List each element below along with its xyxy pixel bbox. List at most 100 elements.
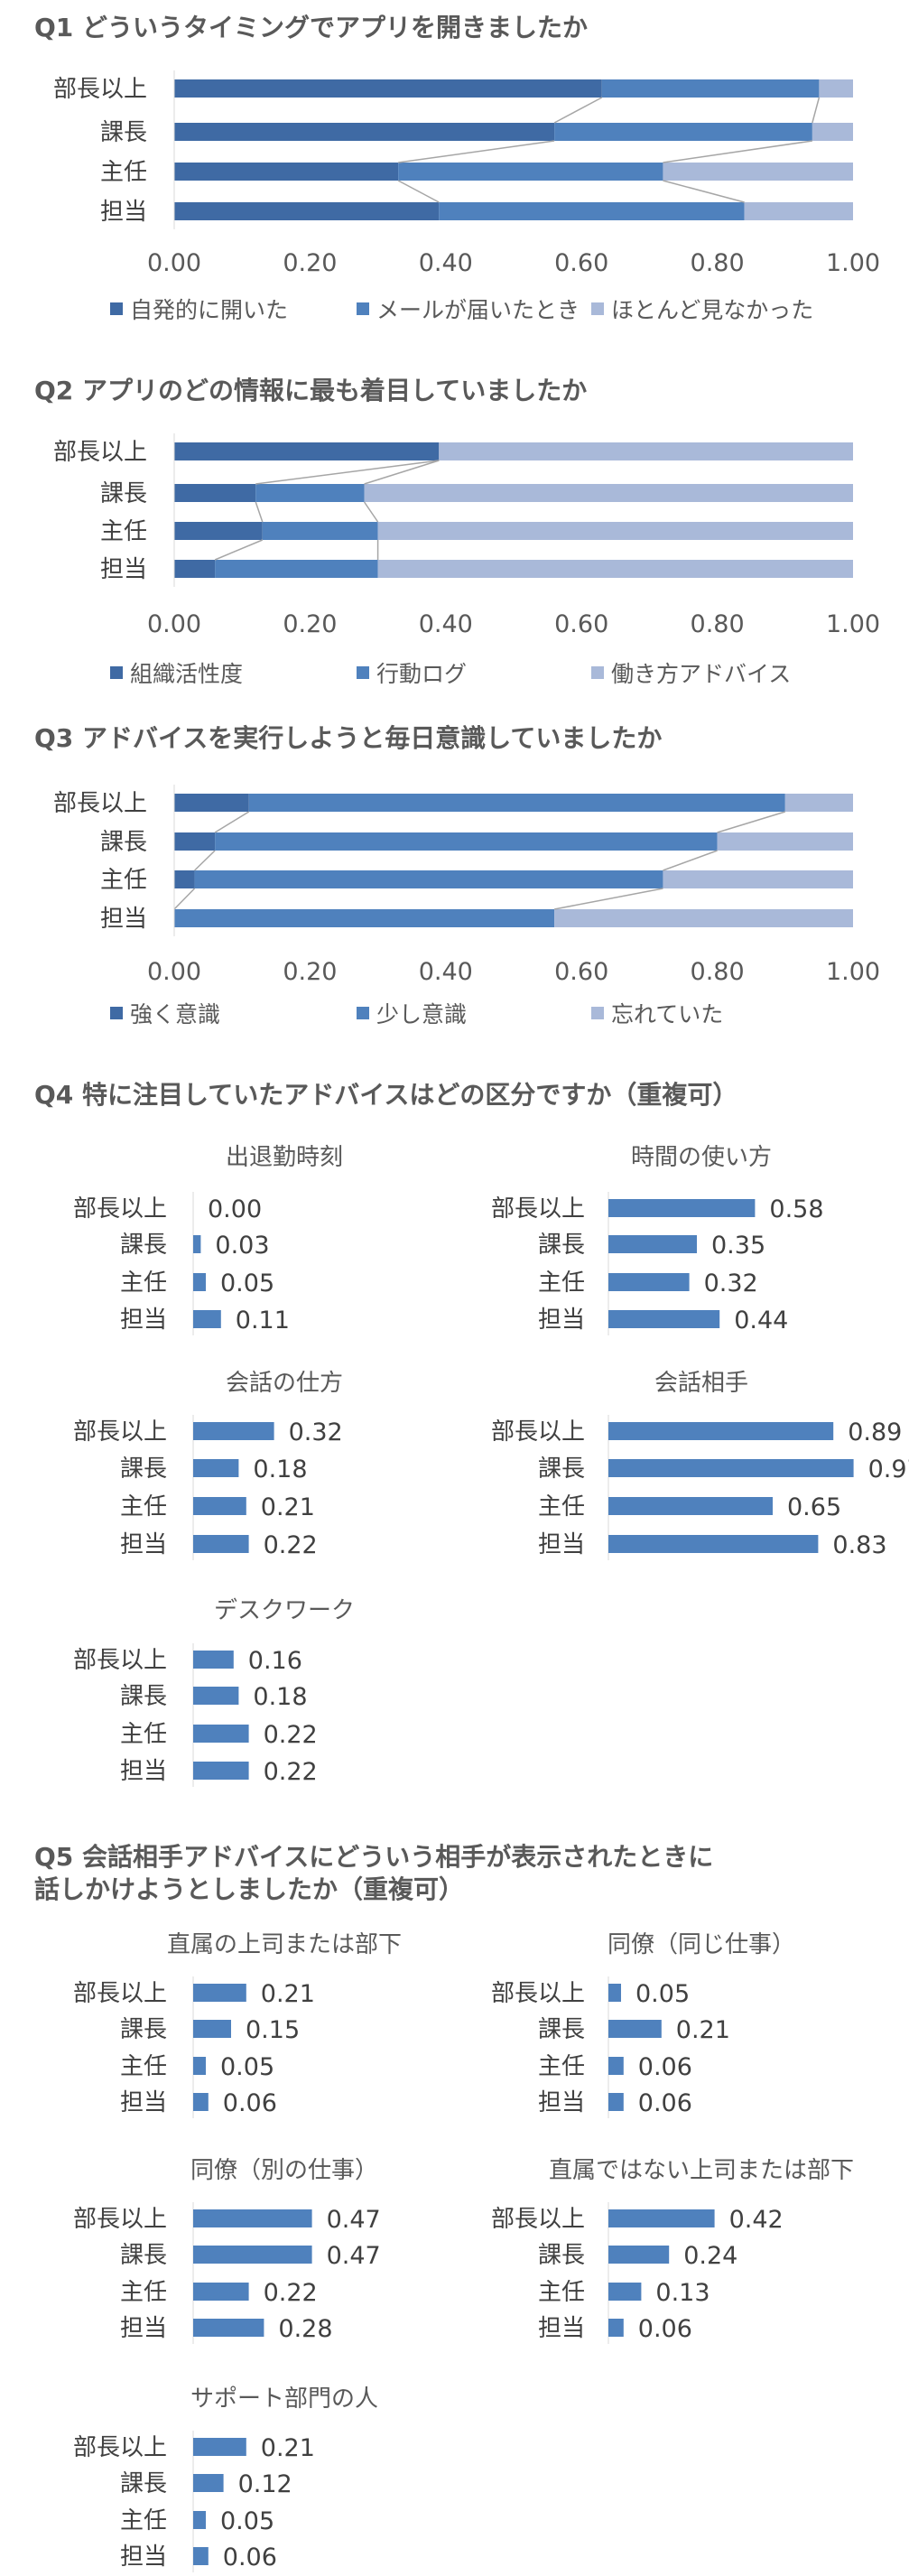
q4-panel-category-label: 主任 bbox=[120, 1721, 167, 1748]
q4-panel-bar bbox=[193, 1310, 221, 1328]
q2-title: Q2 アプリのどの情報に最も着目していましたか bbox=[34, 376, 587, 405]
q3-tick-label: 0.00 bbox=[147, 958, 201, 986]
q2-tick-label: 0.40 bbox=[419, 610, 473, 638]
q4-panel-category-label: 課長 bbox=[538, 1455, 585, 1483]
q2-bar-mid bbox=[262, 522, 378, 540]
q3-legend-label: 少し意識 bbox=[376, 1001, 467, 1028]
q5-panel-bar bbox=[608, 1984, 621, 2002]
q4-panel-category-label: 担当 bbox=[120, 1758, 167, 1785]
q2-bar-dark bbox=[174, 522, 263, 540]
q2-legend-label: 組織活性度 bbox=[130, 661, 243, 687]
q5-panel-data-label: 0.06 bbox=[638, 2315, 692, 2343]
q4-panel-category-label: 課長 bbox=[120, 1455, 167, 1483]
q4-panel-category-label: 担当 bbox=[538, 1307, 585, 1334]
q4-panel-title: デスクワーク bbox=[214, 1597, 355, 1624]
q4-panel-title: 会話相手 bbox=[654, 1370, 748, 1397]
q3-bar-mid bbox=[248, 794, 785, 812]
q2-legend-swatch bbox=[591, 666, 604, 679]
q4-panel-category-label: 主任 bbox=[538, 1269, 585, 1297]
q3-bar-light bbox=[663, 870, 853, 888]
q2-tick-label: 0.00 bbox=[147, 610, 201, 638]
q4-panel-title: 出退勤時刻 bbox=[226, 1144, 343, 1171]
q4-panel-bar bbox=[608, 1422, 834, 1440]
q4-panel-bar bbox=[193, 1235, 201, 1253]
q4-panel-bar bbox=[193, 1459, 239, 1477]
q3-tick-label: 0.40 bbox=[419, 958, 473, 986]
q5-panel-data-label: 0.15 bbox=[246, 2016, 300, 2044]
q3-bar-mid bbox=[174, 909, 555, 927]
q4-panel-bar bbox=[193, 1725, 249, 1743]
q2-legend-label: 働き方アドバイス bbox=[611, 661, 791, 687]
q2-bar-dark bbox=[174, 484, 256, 502]
q5-panel-bar bbox=[193, 2246, 312, 2264]
q5-panel-category-label: 部長以上 bbox=[73, 1980, 167, 2007]
q5-panel-bar bbox=[608, 2319, 624, 2337]
q5-panel-bar bbox=[608, 2020, 662, 2038]
q4-panel-bar bbox=[608, 1235, 697, 1253]
q4-panel-category-label: 課長 bbox=[120, 1683, 167, 1710]
q5-panel-title: 直属の上司または部下 bbox=[167, 1931, 402, 1958]
q5-panel-title: 直属ではない上司または部下 bbox=[549, 2157, 854, 2184]
q5-panel-1: 同僚（同じ仕事） 部長以上 0.05 課長 0.21 主任 0.06 担当 0.06 bbox=[491, 1931, 795, 2118]
q1-category-label: 課長 bbox=[100, 119, 147, 146]
q5-panel-bar bbox=[193, 2547, 209, 2565]
q5-panel-bar bbox=[608, 2246, 670, 2264]
q1-bar-dark bbox=[174, 123, 555, 141]
q3-category-label: 主任 bbox=[100, 867, 147, 894]
q4-panel-data-label: 0.11 bbox=[236, 1307, 290, 1334]
q3-series-line bbox=[717, 811, 786, 833]
q4-panel-category-label: 課長 bbox=[538, 1232, 585, 1259]
q5-panel-data-label: 0.21 bbox=[261, 1980, 315, 2008]
q5-panel-category-label: 担当 bbox=[120, 2543, 167, 2571]
q5-panel-bar bbox=[608, 2057, 624, 2075]
q2-series-line bbox=[364, 460, 440, 485]
q1-bar-mid bbox=[554, 123, 812, 141]
q2-bar-mid bbox=[255, 484, 365, 502]
q3-legend-swatch bbox=[591, 1007, 604, 1019]
q4-panel-data-label: 0.35 bbox=[711, 1232, 765, 1260]
q5-panel-category-label: 課長 bbox=[120, 2242, 167, 2269]
q1-legend-swatch bbox=[357, 302, 369, 315]
q1-tick-label: 0.20 bbox=[283, 249, 337, 277]
q2-bar-dark bbox=[174, 442, 440, 460]
q5-panel-data-label: 0.06 bbox=[223, 2543, 277, 2571]
q3-legend-label: 強く意識 bbox=[130, 1001, 220, 1028]
q3-tick-label: 0.60 bbox=[554, 958, 608, 986]
q5-title-line: 話しかけようとしましたか（重複可） bbox=[34, 1874, 464, 1904]
q2-bar-light bbox=[364, 484, 853, 502]
q5-panel-data-label: 0.47 bbox=[327, 2242, 381, 2270]
q4-panel-data-label: 0.44 bbox=[734, 1307, 788, 1334]
q3-tick-label: 0.20 bbox=[283, 958, 337, 986]
q1-tick-label: 0.80 bbox=[691, 249, 745, 277]
q5-panel-category-label: 担当 bbox=[538, 2315, 585, 2342]
q1-tick-label: 0.60 bbox=[554, 249, 608, 277]
q4-panel-bar bbox=[193, 1535, 249, 1553]
q4-panel-data-label: 0.22 bbox=[264, 1531, 318, 1559]
q4-panel-category-label: 部長以上 bbox=[491, 1195, 585, 1223]
q1-legend-label: 自発的に開いた bbox=[130, 297, 288, 323]
q5-panel-2: 同僚（別の仕事） 部長以上 0.47 課長 0.47 主任 0.22 担当 0.28 bbox=[73, 2157, 381, 2344]
q5-panel-bar bbox=[193, 2057, 206, 2075]
q2-bar-light bbox=[377, 560, 854, 578]
q1-title: Q1 どういうタイミングでアプリを開きましたか bbox=[34, 13, 588, 42]
q3-series-line bbox=[553, 888, 663, 910]
q1-bar-dark bbox=[174, 79, 602, 98]
q5-panel-category-label: 部長以上 bbox=[491, 2206, 585, 2233]
q1-series-line bbox=[398, 140, 555, 163]
q5-panel-bar bbox=[193, 2474, 224, 2492]
q3-category-label: 課長 bbox=[100, 829, 147, 856]
q5-panel-category-label: 部長以上 bbox=[73, 2434, 167, 2461]
q5-panel-data-label: 0.42 bbox=[729, 2206, 784, 2234]
q3-bar-light bbox=[717, 832, 853, 851]
q3-bar-light bbox=[784, 794, 853, 812]
q5-panel-data-label: 0.47 bbox=[327, 2206, 381, 2234]
q5-panel-bar bbox=[608, 2209, 715, 2227]
q1-category-label: 主任 bbox=[100, 159, 147, 186]
q3-legend-swatch bbox=[357, 1007, 369, 1019]
